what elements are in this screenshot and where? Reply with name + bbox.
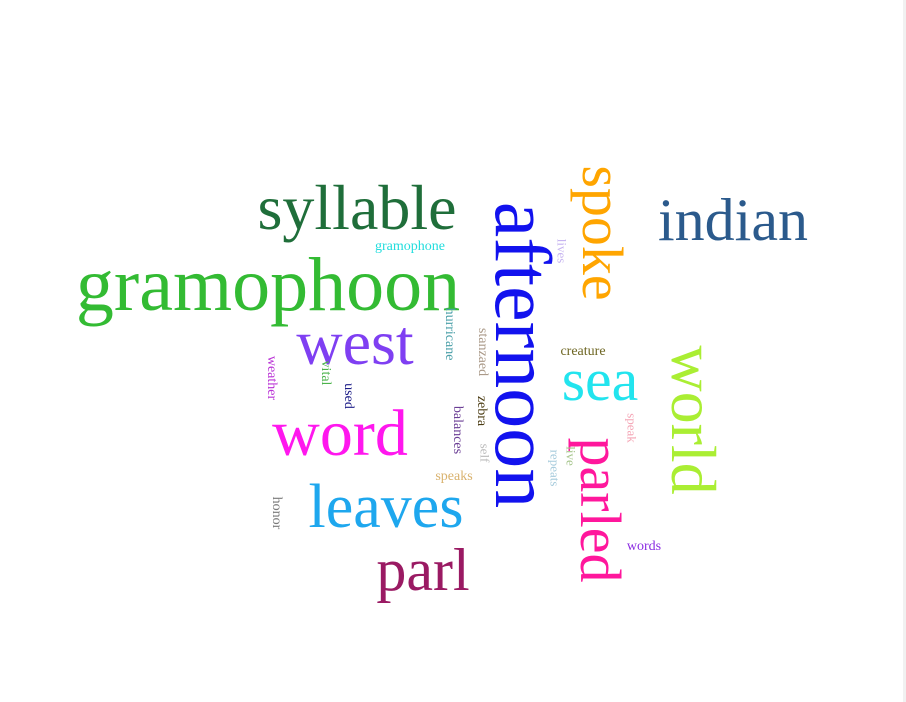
word-parl: parl	[376, 537, 470, 603]
word-sea: sea	[561, 347, 639, 413]
word-stanzaed: stanzaed	[475, 327, 490, 377]
word-lives: lives	[554, 238, 570, 264]
word-parled: parled	[568, 437, 633, 583]
word-gramophoon: gramophoon	[75, 243, 461, 327]
word-used: used	[341, 383, 356, 409]
word-leaves: leaves	[308, 473, 464, 541]
word-gramophone: gramophone	[375, 239, 445, 254]
word-live: live	[563, 446, 579, 466]
word-speak: speak	[624, 413, 640, 443]
word-vital: vital	[318, 360, 333, 386]
word-words: words	[626, 539, 662, 554]
word-world: world	[658, 345, 729, 495]
word-syllable: syllable	[257, 172, 457, 243]
word-indian: indian	[658, 187, 808, 253]
word-hurricane: hurricane	[442, 307, 457, 361]
word-word: word	[272, 397, 408, 470]
word-creature: creature	[560, 344, 606, 359]
word-honor: honor	[269, 496, 284, 530]
word-spoke: spoke	[570, 165, 635, 301]
word-self: self	[477, 443, 493, 463]
word-balances: balances	[450, 405, 465, 455]
scrollbar-edge	[903, 0, 906, 702]
word-zebra: zebra	[474, 395, 489, 427]
word-weather: weather	[264, 355, 279, 401]
word-repeats: repeats	[547, 449, 563, 487]
word-west: west	[296, 307, 414, 378]
word-speaks: speaks	[435, 469, 473, 484]
